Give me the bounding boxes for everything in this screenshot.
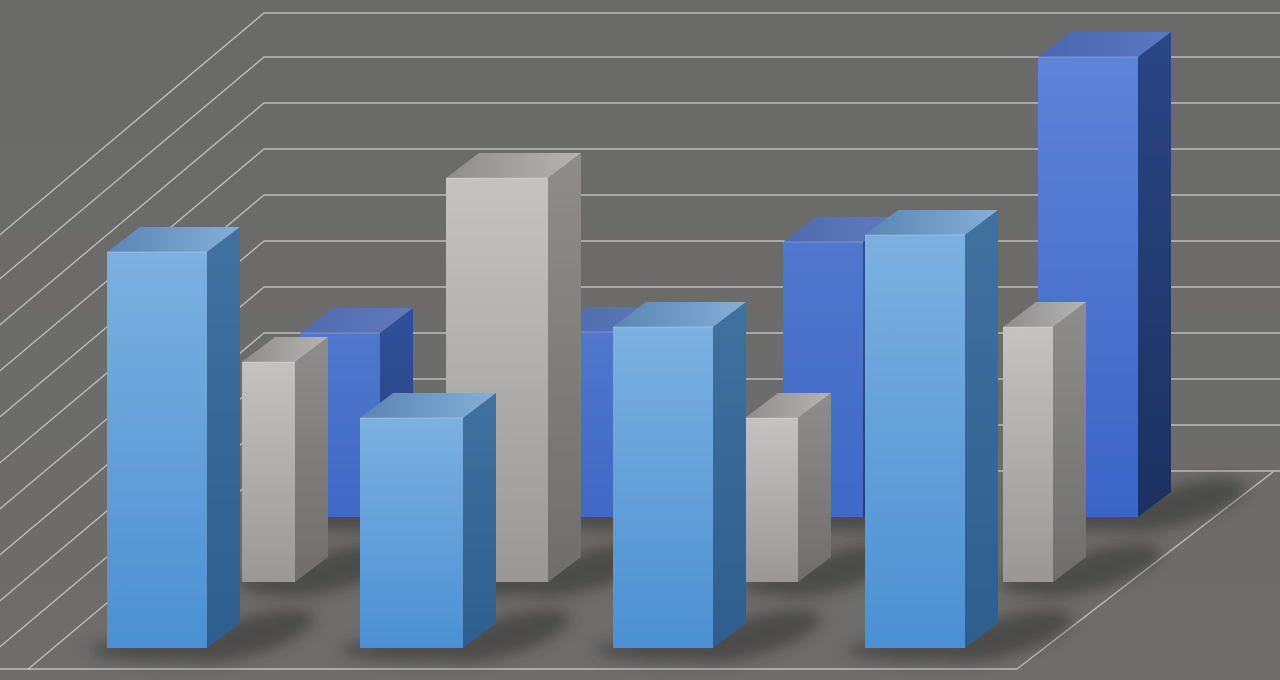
- bar-top-face: [865, 210, 998, 235]
- bar-group3-front: [595, 302, 821, 663]
- bar-top-face: [242, 337, 328, 362]
- bar-front-face: [745, 418, 798, 582]
- bar-group4-front: [847, 210, 1073, 663]
- bar-top-face: [1003, 302, 1086, 327]
- bar-side-face: [965, 210, 998, 648]
- bar-side-face: [1138, 32, 1171, 517]
- bar-group3-mid: [741, 393, 906, 597]
- bar-side-face: [548, 153, 581, 582]
- bar-front-face: [865, 235, 965, 648]
- bar-side-face: [798, 393, 831, 582]
- bar-side-face: [463, 393, 496, 648]
- bar-front-face: [360, 418, 463, 648]
- bar-front-face: [107, 252, 207, 648]
- bar-group4-mid: [1000, 302, 1161, 597]
- bar-top-face: [360, 393, 496, 418]
- bar-top-face: [613, 302, 746, 327]
- bar-top-face: [745, 393, 831, 418]
- bar-group2-front: [341, 393, 571, 663]
- bar-front-face: [613, 327, 713, 648]
- bar-side-face: [295, 337, 328, 582]
- bar-side-face: [713, 302, 746, 648]
- bar-group1-mid: [238, 337, 403, 597]
- bar-front-face: [1003, 327, 1053, 582]
- bar-top-face: [1038, 32, 1171, 57]
- bar-top-face: [300, 308, 413, 333]
- bar-top-face: [107, 227, 240, 252]
- bar-top-face: [446, 153, 581, 178]
- floor-outline: [0, 471, 1274, 670]
- bar-group1-front: [89, 227, 315, 663]
- bar-side-face: [207, 227, 240, 648]
- bar-front-face: [242, 362, 295, 582]
- bar-side-face: [1053, 302, 1086, 582]
